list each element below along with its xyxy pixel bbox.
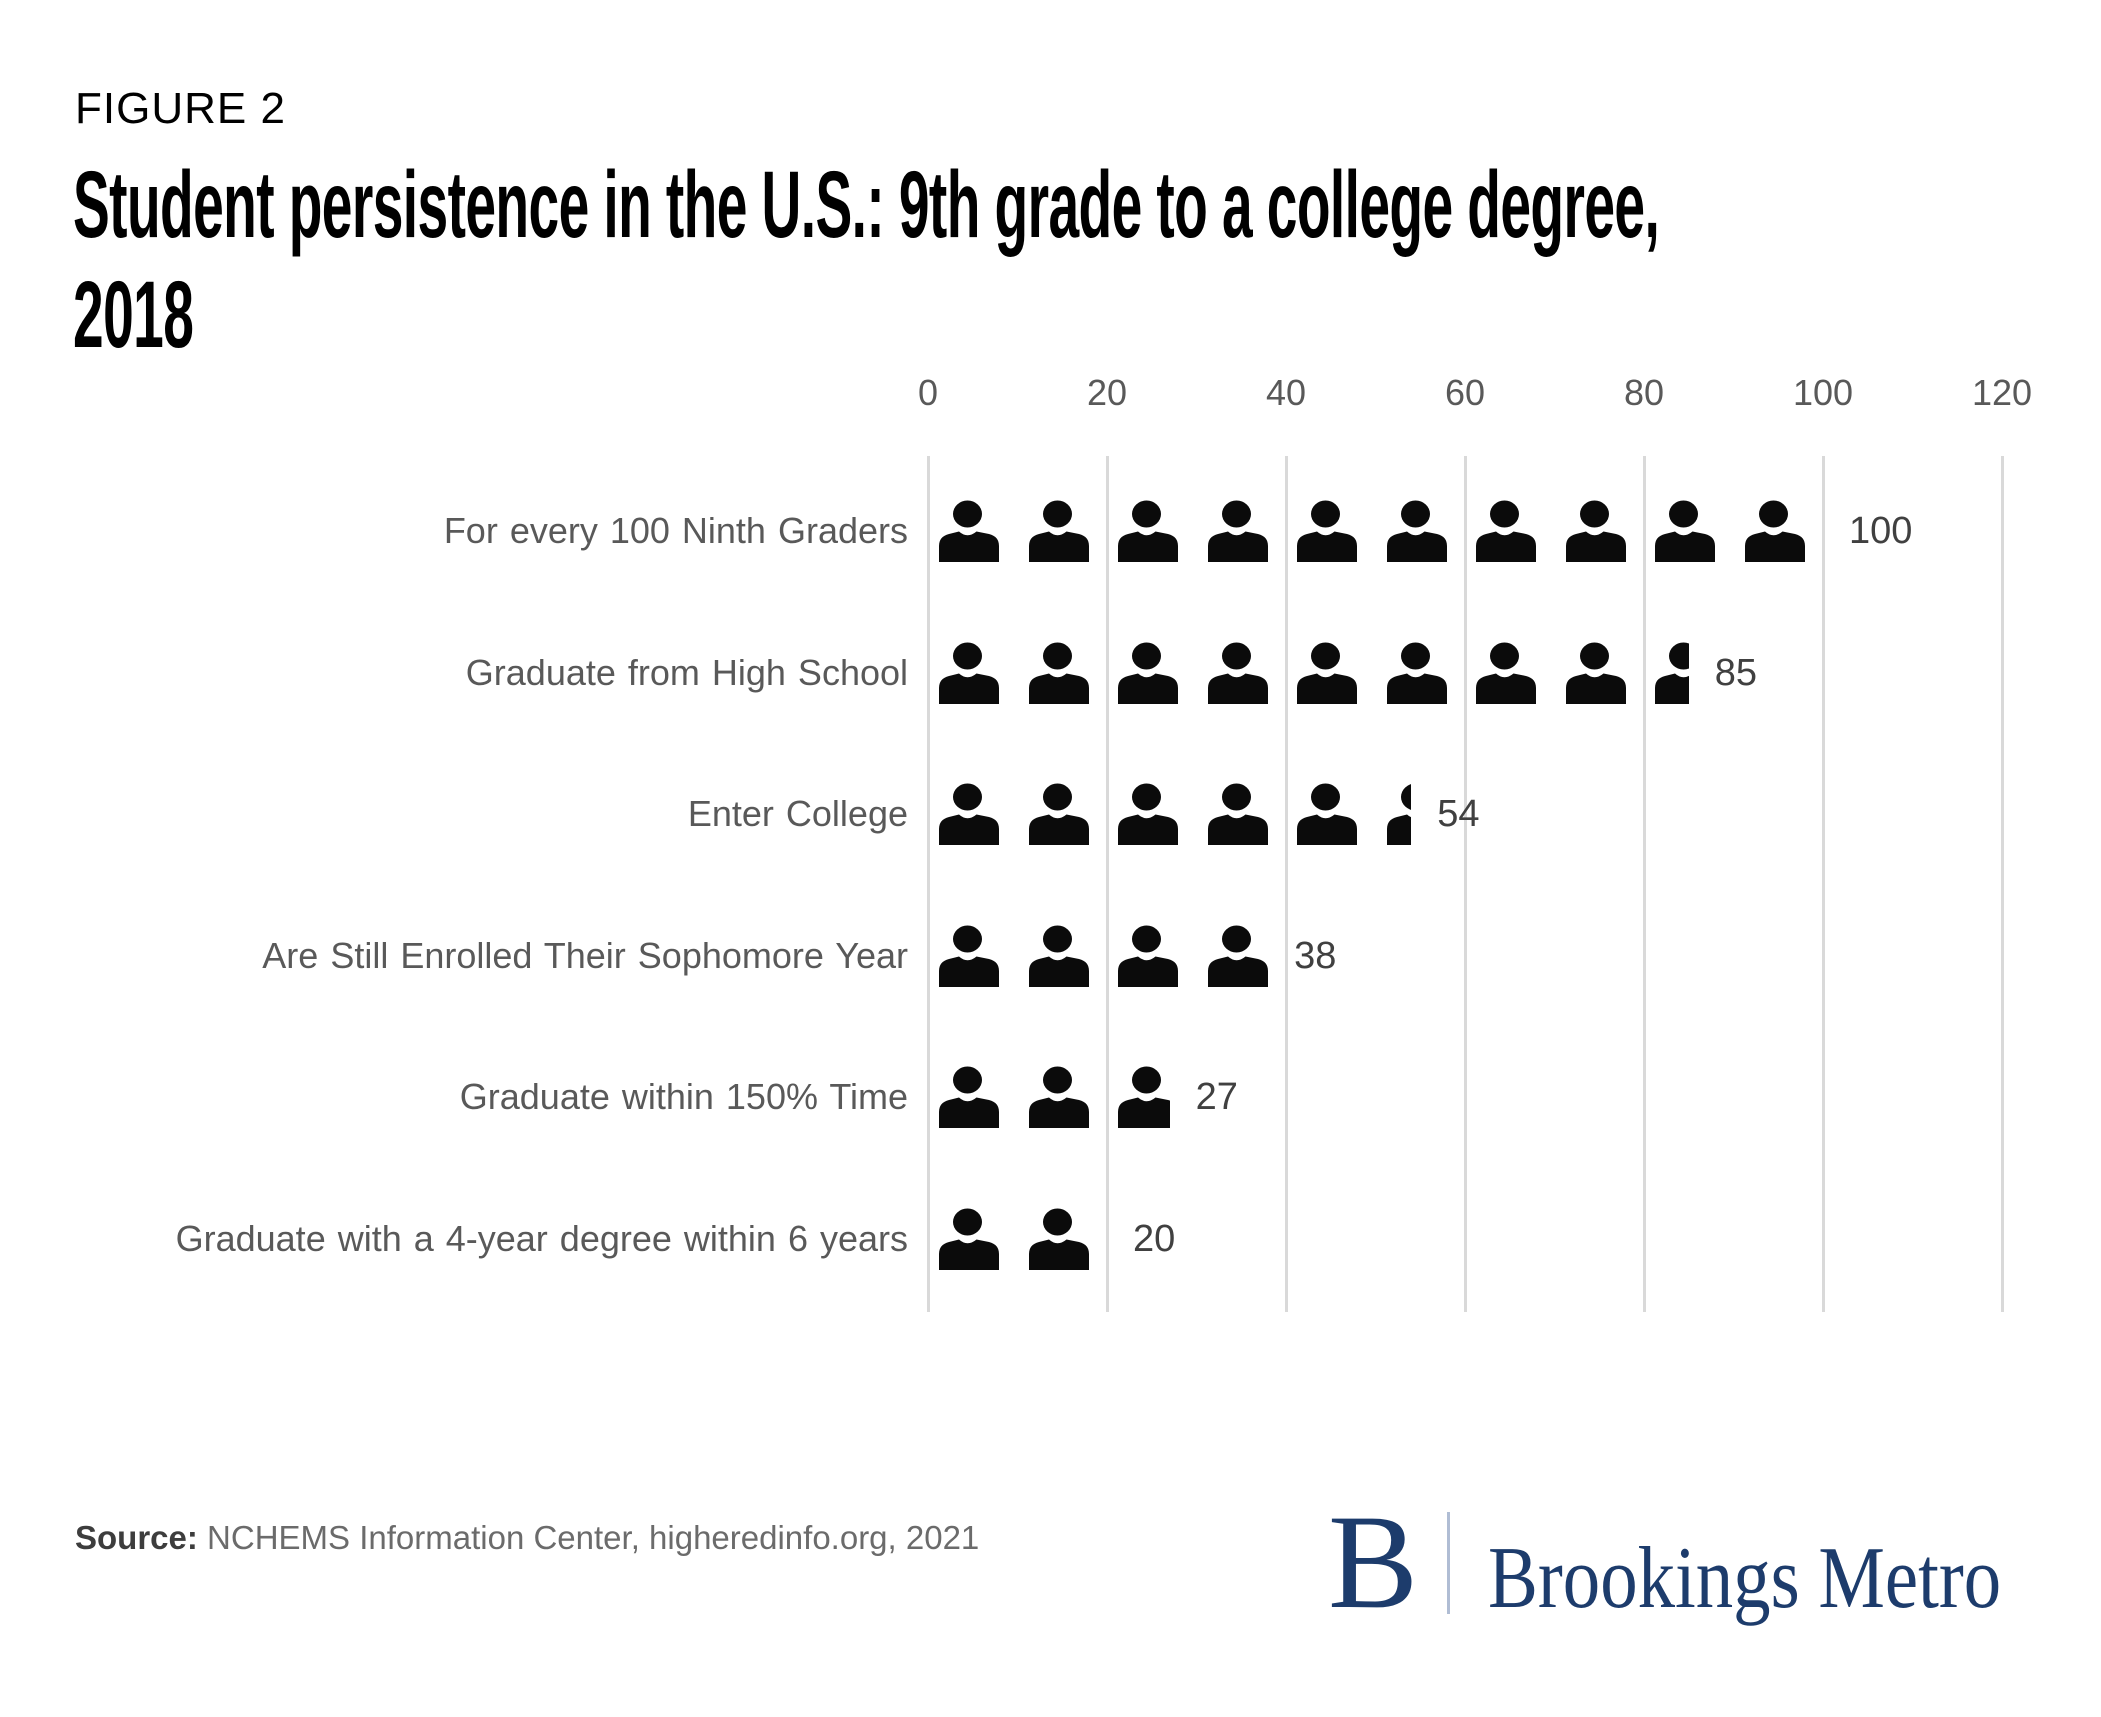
source-line: Source: NCHEMS Information Center, highe… xyxy=(75,1518,979,1558)
person-icon xyxy=(1475,642,1537,704)
category-label: Graduate with a 4-year degree within 6 y… xyxy=(175,1218,908,1259)
person-icon xyxy=(1117,642,1179,704)
value-label: 38 xyxy=(1294,934,1337,977)
source-label: Source: xyxy=(75,1519,198,1556)
category-label: For every 100 Ninth Graders xyxy=(443,510,908,551)
person-icon xyxy=(1386,783,1412,846)
person-icon xyxy=(938,1066,1000,1129)
x-tick-label: 40 xyxy=(1265,372,1307,413)
person-icon xyxy=(1117,783,1179,846)
logo-divider xyxy=(1447,1512,1450,1614)
figure-number-label: FIGURE 2 xyxy=(75,84,286,133)
brookings-metro-wordmark: Brookings Metro xyxy=(1488,1530,2002,1627)
person-icon xyxy=(938,500,1000,562)
person-icon xyxy=(1386,500,1448,562)
person-icon xyxy=(938,642,1000,704)
pictogram-row xyxy=(928,642,1689,704)
person-icon xyxy=(938,1208,1000,1270)
x-tick-label: 80 xyxy=(1623,372,1665,413)
person-icon xyxy=(1028,925,1090,987)
x-tick-label: 0 xyxy=(917,372,939,413)
person-icon xyxy=(1207,642,1269,704)
person-icon xyxy=(1028,1066,1090,1129)
source-text: NCHEMS Information Center, higheredinfo.… xyxy=(197,1519,980,1556)
chart-title-line-1: Student persistence in the U.S.: 9th gra… xyxy=(73,152,1660,258)
x-gridline xyxy=(1463,456,1467,1312)
person-icon xyxy=(1654,500,1716,562)
category-label: Graduate from High School xyxy=(465,651,908,693)
person-icon xyxy=(1296,642,1358,704)
person-icon xyxy=(1207,925,1269,987)
person-icon xyxy=(1117,500,1179,562)
x-gridline xyxy=(1821,456,1825,1312)
x-tick-label: 20 xyxy=(1086,372,1128,413)
x-gridline xyxy=(2000,456,2004,1312)
person-icon xyxy=(1028,642,1090,704)
person-icon xyxy=(1475,500,1537,562)
x-gridline xyxy=(926,456,930,1312)
category-label: Graduate within 150% Time xyxy=(459,1076,908,1118)
person-icon xyxy=(1565,500,1627,562)
person-icon xyxy=(1028,500,1090,562)
person-icon xyxy=(1296,783,1358,846)
pictogram-row xyxy=(928,1066,1170,1129)
person-icon xyxy=(1744,500,1806,562)
x-gridline xyxy=(1642,456,1646,1312)
chart-title-line-2: 2018 xyxy=(73,262,194,369)
value-label: 54 xyxy=(1437,793,1480,836)
person-icon xyxy=(938,783,1000,846)
person-icon xyxy=(1117,925,1179,987)
value-label: 20 xyxy=(1133,1218,1176,1260)
value-label: 85 xyxy=(1714,651,1758,694)
person-icon xyxy=(1654,642,1689,704)
category-label: Are Still Enrolled Their Sophomore Year xyxy=(262,934,908,976)
person-icon xyxy=(1117,1066,1170,1129)
pictogram-row xyxy=(928,500,1823,562)
x-gridline xyxy=(1105,456,1109,1312)
person-icon xyxy=(938,925,1000,987)
x-gridline xyxy=(1284,456,1288,1312)
person-icon xyxy=(1207,500,1269,562)
category-label: Enter College xyxy=(687,793,908,835)
person-icon xyxy=(1386,642,1448,704)
person-icon xyxy=(1565,642,1627,704)
pictogram-row xyxy=(928,1208,1107,1270)
person-icon xyxy=(1207,783,1269,846)
x-tick-label: 120 xyxy=(1971,372,2033,413)
x-tick-label: 100 xyxy=(1792,372,1854,413)
person-icon xyxy=(1028,1208,1090,1270)
person-icon xyxy=(1296,500,1358,562)
pictogram-row xyxy=(928,925,1268,987)
x-tick-label: 60 xyxy=(1444,372,1486,413)
chart-title: Student persistence in the U.S.: 9th gra… xyxy=(73,150,1660,370)
value-label: 27 xyxy=(1195,1076,1238,1119)
brookings-b-logo-mark: B xyxy=(1328,1488,1419,1637)
person-icon xyxy=(1028,783,1090,846)
pictogram-row xyxy=(928,783,1412,846)
value-label: 100 xyxy=(1849,510,1913,552)
